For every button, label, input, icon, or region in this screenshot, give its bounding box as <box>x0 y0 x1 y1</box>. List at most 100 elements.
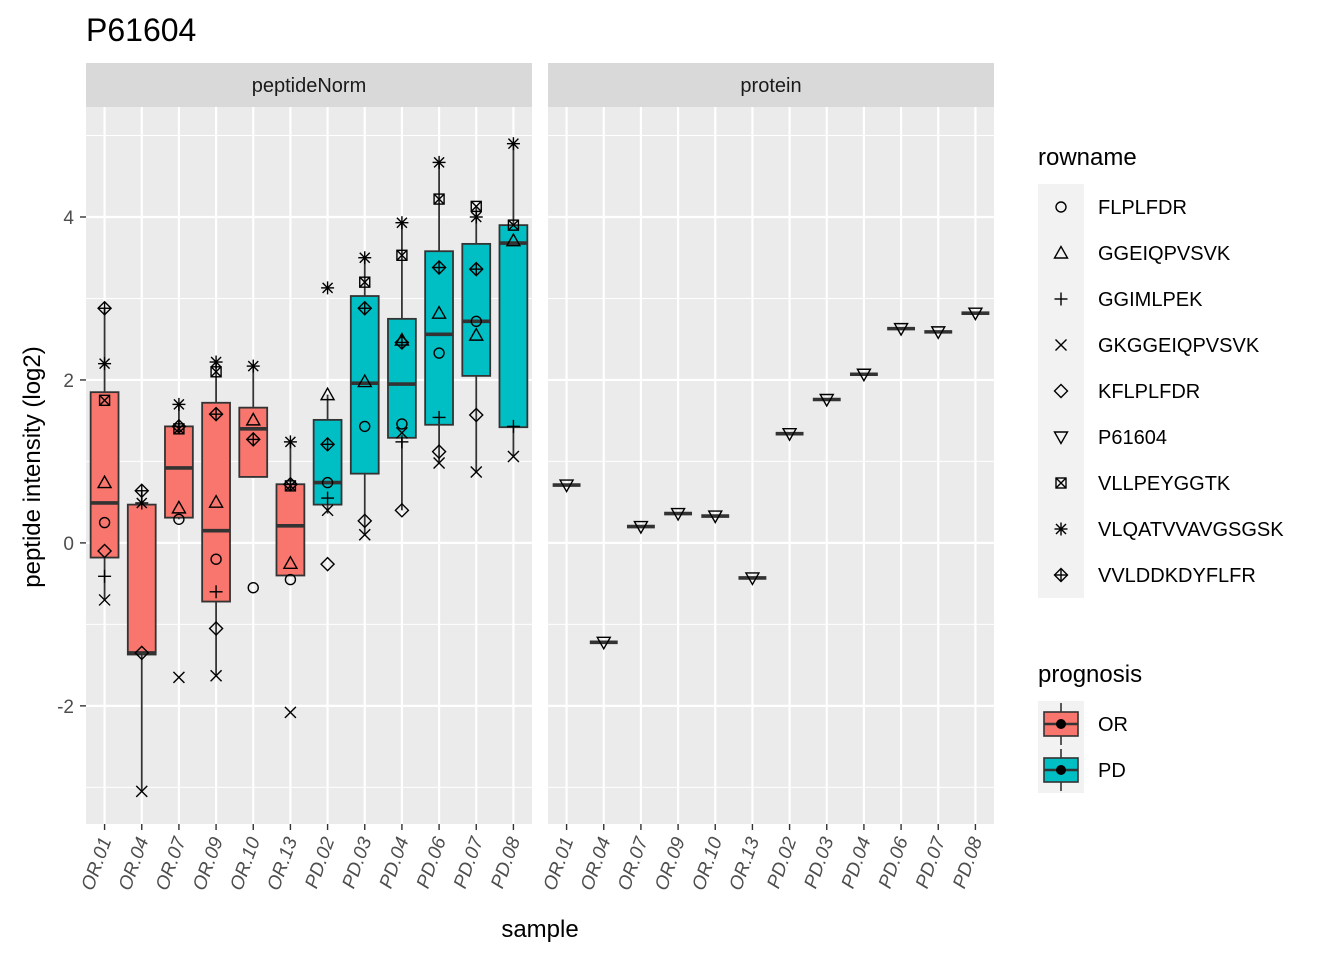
point-kflplfdr <box>468 407 484 423</box>
point-kflplfdr <box>394 502 410 518</box>
point-flplfdr <box>433 347 445 359</box>
point-vlqatvvavgsgsk <box>321 281 335 295</box>
legend-key-ggimlpek <box>1054 292 1068 306</box>
x-tick-label: PD.02 <box>301 834 339 891</box>
point-p61604 <box>930 326 946 340</box>
point-vllpeyggtk <box>98 394 111 407</box>
x-tick-label: PD.07 <box>450 833 488 891</box>
point-vllpeyggtk <box>359 276 371 288</box>
strip-label: protein <box>740 75 801 97</box>
x-tick-label: PD.08 <box>487 834 525 891</box>
x-tick-label: PD.03 <box>339 834 377 891</box>
legend-key-pd <box>1038 747 1084 793</box>
point-p61604 <box>744 572 761 586</box>
point-flplfdr <box>396 418 408 430</box>
legend-key-vllpeyggtk <box>1055 477 1067 489</box>
x-tick-label: OR.01 <box>78 835 117 894</box>
x-tick-label: PD.07 <box>912 833 950 891</box>
x-tick-label: PD.04 <box>838 835 876 892</box>
point-gkggeiqpvsvk <box>135 785 148 798</box>
point-vvlddkdyflfr <box>468 261 484 277</box>
box-body <box>275 483 306 577</box>
strip-background <box>548 63 994 107</box>
point-vvlddkdyflfr <box>134 483 150 499</box>
legend-label-p61604: P61604 <box>1098 427 1167 449</box>
point-flplfdr <box>247 582 259 594</box>
x-tick-label: OR.09 <box>651 834 690 893</box>
point-vvlddkdyflfr <box>208 406 224 422</box>
point-ggeiqpvsvk <box>208 494 224 508</box>
box-body <box>424 250 454 426</box>
point-ggeiqpvsvk <box>431 305 447 319</box>
x-tick-label: PD.08 <box>949 834 987 891</box>
box-body <box>201 401 231 603</box>
box-body <box>498 224 529 429</box>
x-tick-label: OR.10 <box>688 834 727 893</box>
legend-key-gkggeiqpvsvk <box>1055 339 1067 351</box>
point-kflplfdr <box>134 645 150 661</box>
point-gkggeiqpvsvk <box>172 671 185 684</box>
point-p61604 <box>967 307 984 322</box>
point-vlqatvvavgsgsk <box>283 435 297 449</box>
box-pd-02 <box>312 394 343 514</box>
strip-label: peptideNorm <box>252 75 367 97</box>
point-gkggeiqpvsvk <box>395 426 408 439</box>
box-or-04 <box>126 490 157 792</box>
point-ggeiqpvsvk <box>357 373 373 388</box>
facet-panels: peptideNormOR.01OR.04OR.07OR.09OR.10OR.1… <box>57 63 994 893</box>
legend-key-vvlddkdyflfr <box>1053 567 1069 583</box>
point-kflplfdr <box>320 556 336 572</box>
legend-label-gkggeiqpvsvk: GKGGEIQPVSVK <box>1098 335 1260 357</box>
legend-key-or <box>1038 701 1084 747</box>
point-vvlddkdyflfr <box>357 300 373 316</box>
box-body <box>164 425 194 519</box>
y-tick-label: -2 <box>57 697 74 718</box>
chart-title: P61604 <box>86 12 196 48</box>
y-tick-label: 4 <box>63 208 74 229</box>
point-vlqatvvavgsgsk <box>395 216 409 230</box>
legend-key-flplfdr <box>1055 201 1067 213</box>
point-kflplfdr <box>97 543 113 559</box>
point-ggimlpek <box>321 491 335 505</box>
point-ggeiqpvsvk <box>282 555 299 569</box>
x-axis-title: sample <box>501 916 578 943</box>
box-or-09 <box>201 362 231 676</box>
x-tick-label: PD.06 <box>413 834 451 891</box>
point-gkggeiqpvsvk <box>284 706 297 719</box>
box-or-13 <box>275 441 306 577</box>
legend-title: prognosis <box>1038 661 1142 688</box>
x-tick-label: OR.09 <box>189 834 228 893</box>
point-flplfdr <box>210 553 222 565</box>
point-gkggeiqpvsvk <box>98 593 111 606</box>
panel-peptidenorm: peptideNorm OR.01OR.04OR.07OR.09OR.10OR.1… <box>78 63 532 893</box>
point-ggimlpek <box>395 435 409 449</box>
legend-label-or: OR <box>1098 714 1128 736</box>
fill-legend: prognosis OR PD <box>1038 661 1142 793</box>
y-tick-label: 0 <box>63 534 74 555</box>
point-vlqatvvavgsgsk <box>432 155 446 169</box>
point-vlqatvvavgsgsk <box>135 496 149 510</box>
point-ggeiqpvsvk <box>319 386 336 401</box>
point-vvlddkdyflfr <box>245 431 261 447</box>
point-ggimlpek <box>432 410 446 424</box>
x-tick-label: OR.13 <box>264 834 303 893</box>
panel-background <box>548 107 994 824</box>
box-pd-06 <box>424 162 454 464</box>
point-gkggeiqpvsvk <box>433 457 446 470</box>
x-tick-label: OR.07 <box>152 833 191 893</box>
point-kflplfdr <box>357 513 373 529</box>
point-vvlddkdyflfr <box>171 418 187 434</box>
panel-background <box>86 107 532 824</box>
x-tick-label: OR.01 <box>540 835 579 894</box>
point-vlqatvvavgsgsk <box>246 359 260 373</box>
point-vvlddkdyflfr <box>282 476 298 492</box>
point-p61604 <box>893 322 909 337</box>
legend-label-vvlddkdyflfr: VVLDDKDYFLFR <box>1098 565 1256 587</box>
point-gkggeiqpvsvk <box>470 466 483 479</box>
legend-label-kflplfdr: KFLPLFDR <box>1098 381 1200 403</box>
point-kflplfdr <box>431 444 447 460</box>
point-p61604 <box>707 510 723 524</box>
point-vvlddkdyflfr <box>320 436 336 452</box>
point-gkggeiqpvsvk <box>321 504 334 517</box>
box-body <box>126 503 157 656</box>
